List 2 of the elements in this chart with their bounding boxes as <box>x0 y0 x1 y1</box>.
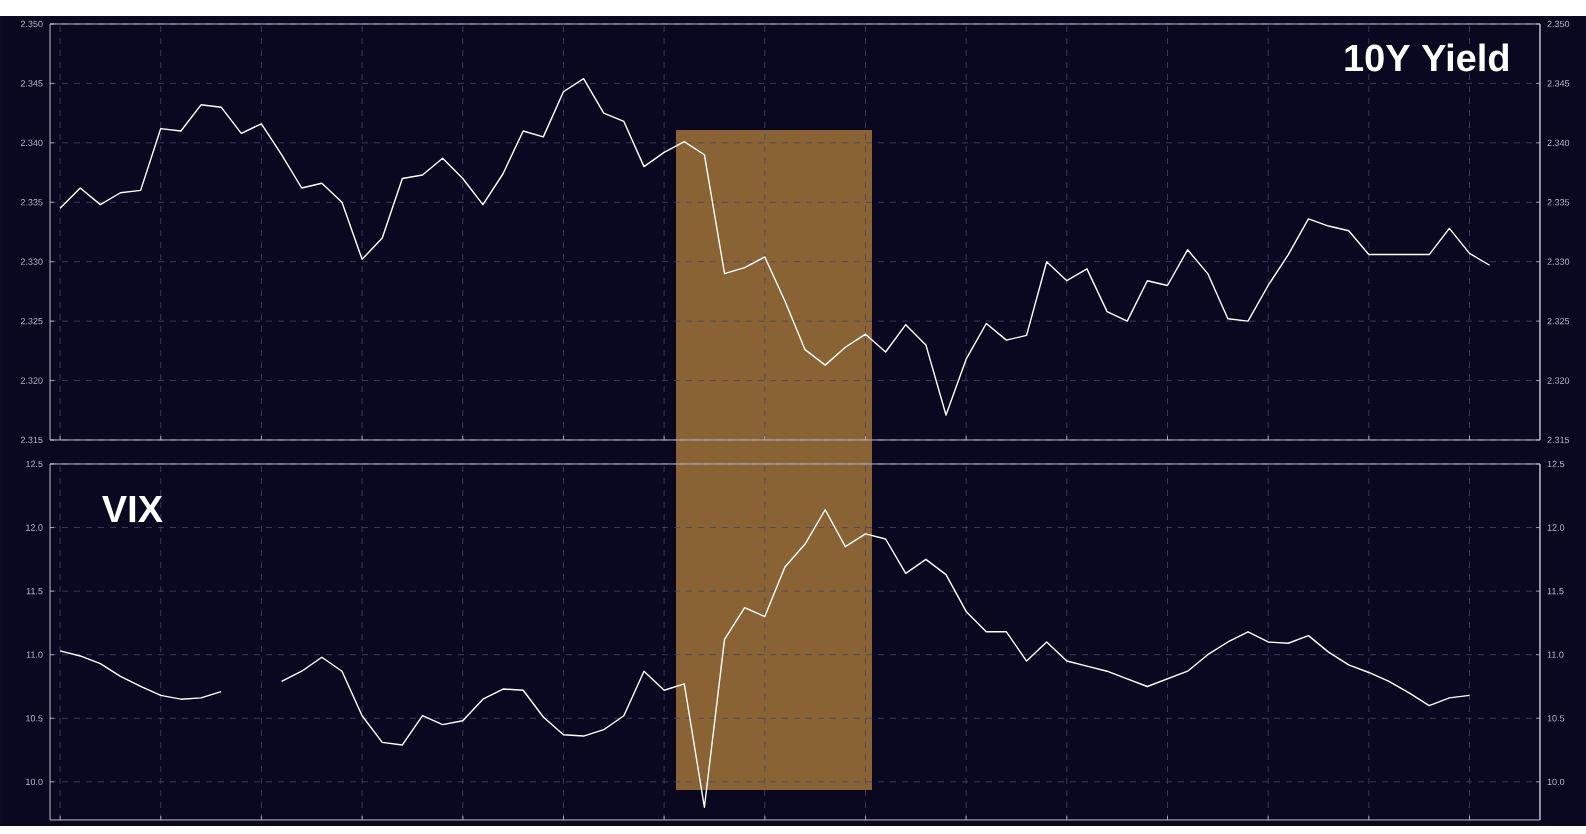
text: VIX <box>102 495 163 523</box>
chart-title: 10Y Yield <box>1345 43 1509 72</box>
